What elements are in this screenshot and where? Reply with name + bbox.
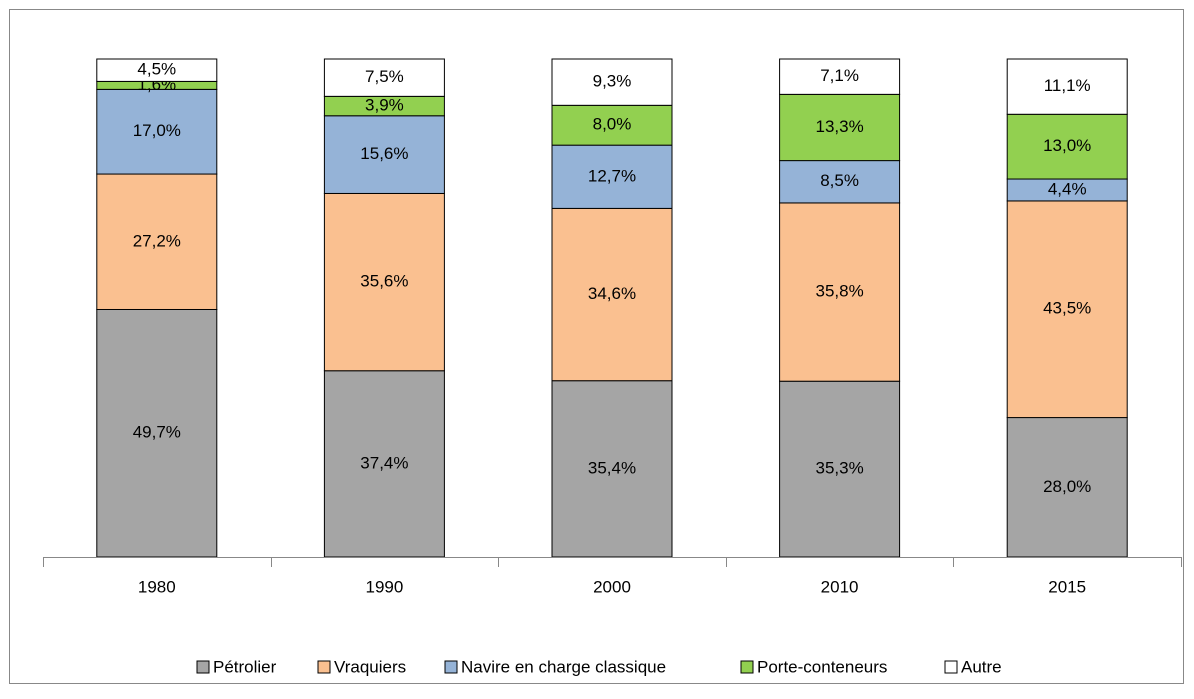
bar-segment (551, 380, 673, 558)
data-label: 12,7% (588, 166, 636, 185)
data-label: 28,0% (1043, 477, 1091, 496)
data-label: 13,0% (1043, 136, 1091, 155)
data-label: 35,8% (815, 282, 863, 301)
bar-segment (551, 207, 673, 382)
legend-swatch (444, 660, 458, 674)
data-label: 34,6% (588, 284, 636, 303)
x-tick-label: 2000 (593, 577, 631, 596)
data-label: 9,3% (593, 72, 632, 91)
data-label: 17,0% (133, 121, 181, 140)
data-label: 11,1% (1044, 76, 1091, 95)
legend-label: Navire en charge classique (461, 657, 666, 676)
data-label: 37,4% (360, 453, 408, 472)
legend-swatch (317, 660, 331, 674)
data-label: 7,5% (365, 67, 404, 86)
data-label: 3,9% (365, 96, 404, 115)
bar-segment (551, 144, 673, 209)
data-label: 8,0% (593, 115, 632, 134)
data-label: 27,2% (133, 231, 181, 250)
data-label: 35,6% (360, 272, 408, 291)
data-label: 43,5% (1043, 299, 1091, 318)
legend-label: Vraquiers (334, 657, 406, 676)
legend-label: Porte-conteneurs (757, 657, 887, 676)
bar-segment (96, 308, 218, 558)
data-label: 49,7% (133, 423, 181, 442)
bar-segment (779, 202, 901, 382)
legend-swatch (944, 660, 958, 674)
bar-segment (779, 160, 901, 204)
x-tick-label: 2015 (1048, 577, 1086, 596)
legend-label: Pétrolier (213, 657, 277, 676)
data-label: 4,5% (137, 60, 176, 79)
data-label: 8,5% (820, 171, 859, 190)
bar-segment (779, 380, 901, 558)
x-tick-label: 1990 (365, 577, 403, 596)
bar-segment (551, 58, 673, 106)
bar-segment (96, 88, 218, 175)
legend-label: Autre (961, 657, 1002, 676)
legend-swatch (740, 660, 754, 674)
bar-segment (779, 58, 901, 95)
data-label: 4,4% (1048, 179, 1087, 198)
bar-segment (1006, 417, 1128, 558)
bar-segment (96, 58, 218, 82)
x-tick-label: 2010 (821, 577, 859, 596)
bar-segment (1006, 113, 1128, 180)
bar-segment (551, 104, 673, 146)
bar-segment (323, 58, 445, 97)
bar-segment (779, 93, 901, 162)
data-label: 15,6% (360, 144, 408, 163)
bar-segment (323, 115, 445, 194)
data-label: 7,1% (820, 66, 859, 85)
bar-segment (1006, 200, 1128, 419)
bar-segment (1006, 58, 1128, 115)
data-label: 13,3% (815, 117, 863, 136)
data-label: 35,4% (588, 458, 636, 477)
legend-swatch (196, 660, 210, 674)
x-tick-label: 1980 (138, 577, 176, 596)
bar-segment (323, 370, 445, 558)
data-label: 35,3% (815, 459, 863, 478)
bar-segment (323, 192, 445, 372)
